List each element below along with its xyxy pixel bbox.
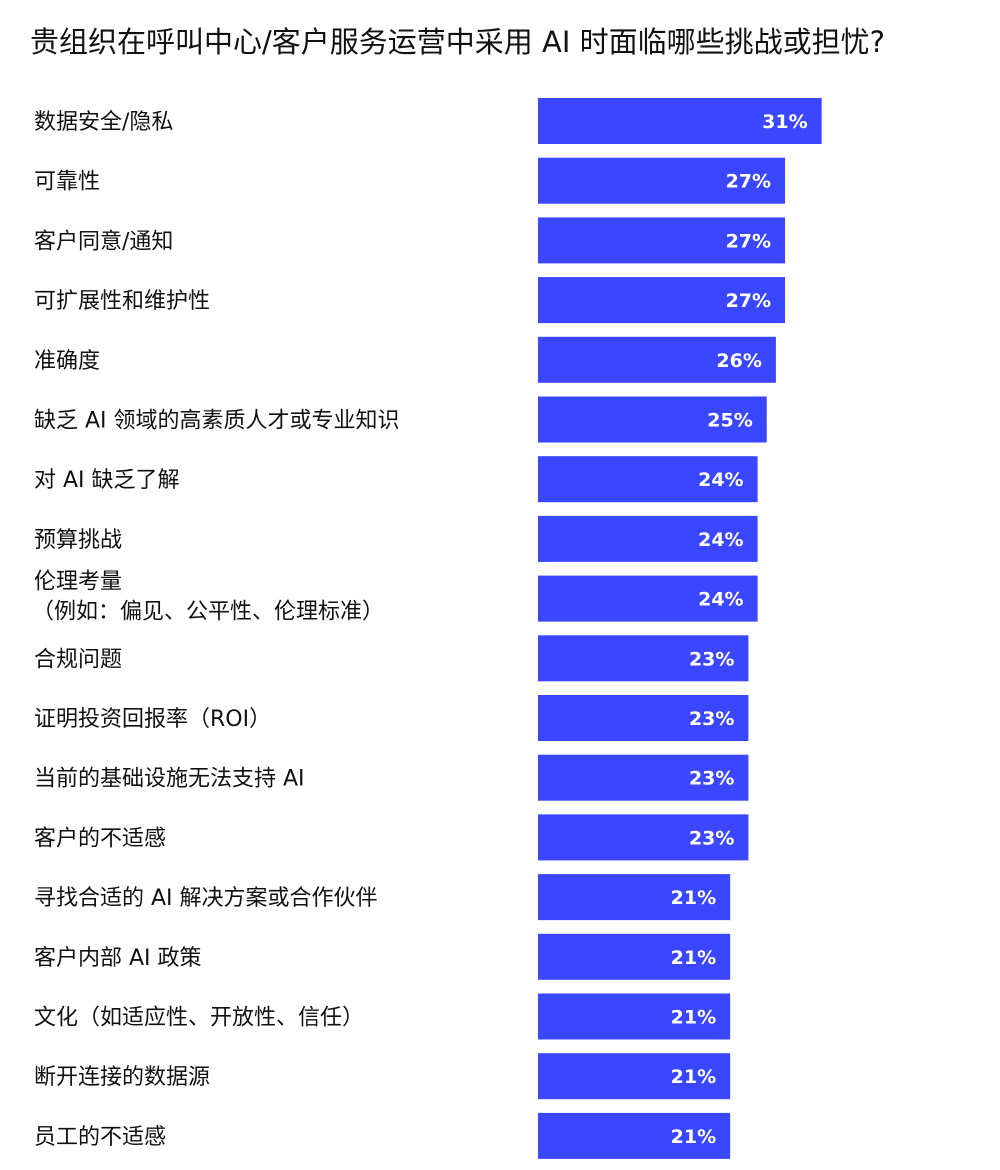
value-label: 24%: [698, 469, 743, 491]
value-labels: 31% 27% 27% 27% 26% 25% 24% 24% 24% 23% 23% 23% 23% 2…: [671, 111, 808, 1148]
bar: [538, 695, 749, 741]
bar: [538, 396, 767, 443]
value-label: 21%: [671, 1007, 716, 1029]
bar: [538, 993, 731, 1040]
value-label: 24%: [698, 529, 743, 551]
bar: [538, 635, 749, 682]
bar: [538, 336, 776, 383]
bar: [538, 217, 786, 264]
value-label: 24%: [698, 589, 743, 611]
bar: [538, 933, 731, 980]
category-label: 断开连接的数据源: [34, 1065, 210, 1090]
bar: [538, 814, 749, 861]
value-label: 21%: [671, 1126, 716, 1148]
value-label: 21%: [671, 947, 716, 969]
category-label: 寻找合适的 AI 解决方案或合作伙伴: [34, 886, 378, 911]
category-label: 对 AI 缺乏了解: [34, 468, 180, 493]
bar: [538, 98, 822, 144]
category-label: 员工的不适感: [34, 1125, 166, 1150]
category-label: 客户同意/通知: [34, 229, 173, 254]
value-label: 25%: [707, 410, 752, 432]
value-label: 23%: [689, 827, 734, 849]
category-label: 合规问题: [34, 647, 122, 672]
bar: [538, 1053, 731, 1100]
bars: [538, 98, 822, 1159]
chart-title: 贵组织在呼叫中心/客户服务运营中采用 AI 时面临哪些挑战或担忧?: [30, 25, 885, 59]
category-label: 伦理考量（例如：偏见、公平性、伦理标准）: [32, 570, 384, 625]
bar: [538, 754, 749, 801]
category-label: 可靠性: [34, 170, 100, 195]
category-label: 当前的基础设施无法支持 AI: [34, 767, 305, 792]
value-label: 23%: [689, 648, 734, 670]
category-label: 缺乏 AI 领域的高素质人才或专业知识: [34, 409, 400, 434]
category-label: 预算挑战: [34, 528, 122, 553]
value-label: 21%: [671, 887, 716, 909]
value-label: 26%: [716, 350, 761, 372]
value-label: 23%: [689, 708, 734, 730]
bar: [538, 874, 731, 921]
value-label: 23%: [689, 768, 734, 790]
category-label: 可扩展性和维护性: [34, 289, 210, 314]
bar: [538, 515, 758, 562]
value-label: 27%: [726, 230, 771, 252]
value-label: 31%: [762, 111, 807, 133]
category-label: 客户的不适感: [34, 826, 166, 851]
bar: [538, 456, 758, 503]
value-label: 27%: [726, 171, 771, 193]
category-label: 文化（如适应性、开放性、信任）: [34, 1006, 364, 1031]
category-label: 客户内部 AI 政策: [34, 946, 202, 971]
bar: [538, 277, 786, 324]
value-label: 21%: [671, 1066, 716, 1088]
category-label: 准确度: [34, 349, 100, 374]
bar: [538, 575, 758, 622]
category-label: 数据安全/隐私: [34, 110, 173, 135]
bar: [538, 1112, 731, 1159]
value-label: 27%: [726, 290, 771, 312]
category-label: 证明投资回报率（ROI）: [34, 707, 271, 732]
bar: [538, 157, 786, 204]
